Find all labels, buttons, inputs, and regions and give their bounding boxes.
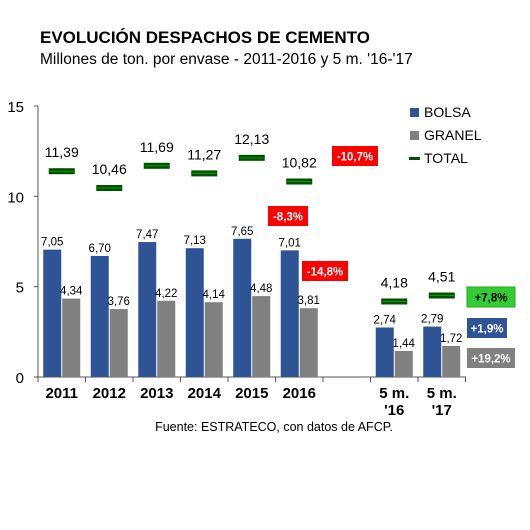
bar-bolsa [43, 249, 62, 377]
data-label-bolsa: 2,74 [374, 314, 397, 326]
bar-bolsa [138, 242, 157, 377]
legend-swatch-total [409, 157, 420, 160]
data-label-total: 10,82 [282, 155, 317, 171]
bar-bolsa [90, 255, 109, 377]
data-label-bolsa: 6,70 [89, 243, 111, 255]
x-tick-label: 2011 [45, 385, 78, 402]
change-badge-label: -10,7% [337, 152, 373, 164]
bar-granel [157, 300, 176, 377]
bar-bolsa [375, 327, 394, 377]
y-tick-label: 5 [16, 280, 24, 297]
x-tick-label: 2014 [188, 385, 222, 402]
change-badge [467, 348, 515, 368]
change-badge [332, 146, 378, 166]
legend-label-granel: GRANEL [424, 127, 482, 143]
change-badge-label: -8,3% [273, 212, 303, 224]
data-label-bolsa: 7,01 [279, 237, 301, 249]
chart-title: EVOLUCIÓN DESPACHOS DE CEMENTO [40, 28, 370, 47]
data-label-bolsa: 2,79 [421, 314, 443, 326]
chart-subtitle: Millones de ton. por envase - 2011-2016 … [40, 51, 413, 68]
data-label-granel: 3,81 [298, 295, 320, 307]
y-tick-label: 10 [7, 189, 24, 206]
change-badge [302, 261, 348, 281]
bar-granel [299, 308, 318, 377]
change-badge [268, 206, 308, 226]
source-note: Fuente: ESTRATECO, con datos de AFCP. [155, 420, 393, 434]
y-tick-label: 15 [7, 99, 24, 116]
legend-label-total: TOTAL [424, 150, 468, 166]
bar-bolsa [185, 248, 204, 377]
x-tick-label: 5 m. [427, 385, 457, 402]
bar-granel [252, 296, 271, 377]
data-label-bolsa: 7,47 [136, 229, 158, 241]
legend-swatch-bolsa [410, 108, 419, 117]
data-label-total: 11,69 [140, 139, 174, 155]
data-label-granel: 4,14 [203, 289, 226, 301]
data-label-bolsa: 7,05 [41, 237, 63, 249]
bar-granel [204, 302, 223, 377]
data-label-total: 11,27 [187, 146, 221, 162]
change-badge [467, 318, 507, 338]
change-badge-label: +7,8% [475, 293, 508, 305]
bar-granel [62, 298, 81, 377]
bar-bolsa [233, 238, 252, 377]
bar-granel [109, 309, 128, 377]
change-badge [466, 286, 516, 308]
data-label-granel: 3,76 [108, 296, 130, 308]
x-tick-label: '17 [432, 402, 452, 419]
x-tick-label: 2015 [235, 385, 268, 402]
data-label-total: 4,18 [381, 274, 408, 290]
x-tick-label: 2012 [93, 385, 126, 402]
x-tick-label: 2016 [283, 385, 316, 402]
data-label-granel: 1,72 [440, 333, 462, 345]
bar-bolsa [423, 326, 442, 377]
data-label-granel: 4,34 [60, 286, 83, 298]
data-label-granel: 1,44 [393, 338, 416, 350]
change-badge-label: +1,9% [471, 324, 504, 336]
bar-granel [394, 350, 413, 377]
data-label-total: 11,39 [45, 144, 79, 160]
data-label-total: 12,13 [234, 131, 269, 147]
data-label-bolsa: 7,13 [184, 235, 206, 247]
change-badge-label: -14,8% [307, 267, 343, 279]
legend-label-bolsa: BOLSA [424, 104, 471, 120]
data-label-granel: 4,22 [155, 288, 177, 300]
x-tick-label: 5 m. [379, 385, 409, 402]
data-label-total: 4,51 [428, 269, 455, 285]
x-tick-label: 2013 [140, 385, 173, 402]
data-label-bolsa: 7,65 [231, 226, 253, 238]
data-label-total: 10,46 [92, 161, 127, 177]
bar-granel [442, 345, 461, 377]
change-badge-label: +19,2% [471, 354, 510, 366]
data-label-granel: 4,48 [250, 283, 272, 295]
legend-swatch-granel [410, 131, 419, 140]
x-tick-label: '16 [384, 402, 404, 419]
bar-bolsa [280, 250, 299, 377]
y-tick-label: 0 [16, 370, 24, 387]
